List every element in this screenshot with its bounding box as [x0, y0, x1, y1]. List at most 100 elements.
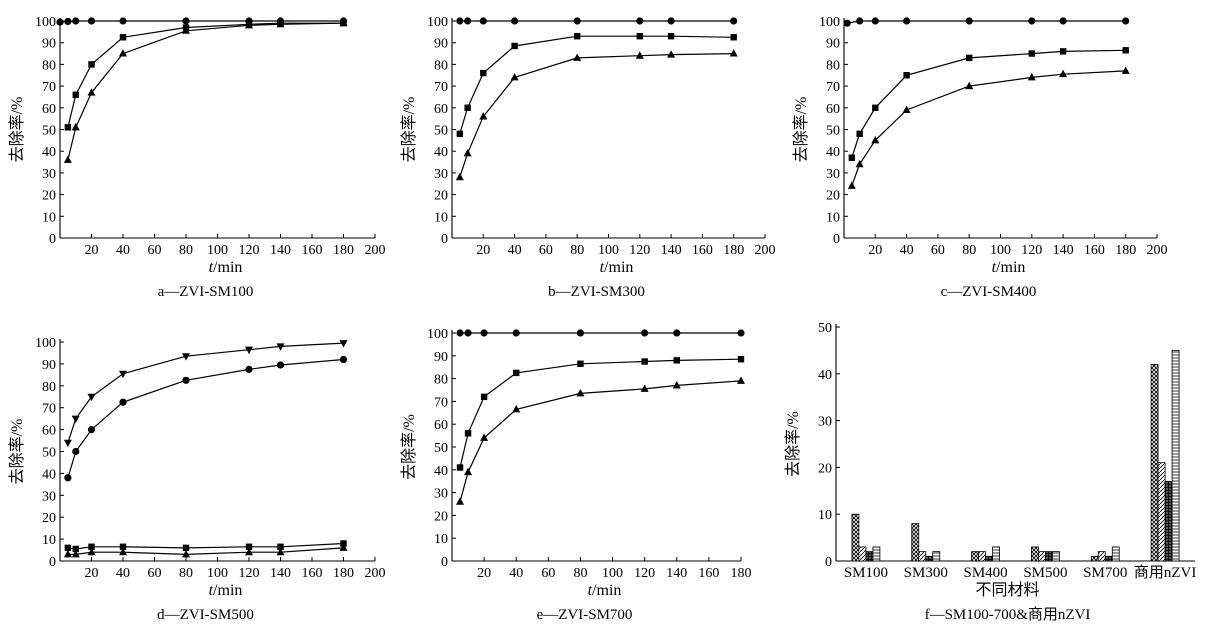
x-axis-label: t/min [600, 259, 634, 276]
data-point [672, 381, 681, 389]
x-tick-label: 200 [365, 243, 386, 258]
x-tick-label: 20 [476, 243, 490, 258]
x-tick-label: 180 [731, 566, 752, 581]
data-point [667, 50, 676, 58]
bar [1171, 349, 1180, 562]
data-point [119, 370, 127, 379]
bar [1090, 555, 1099, 562]
data-point [119, 398, 127, 406]
x-axis-label-unit: /min [213, 582, 242, 599]
data-point [276, 361, 285, 369]
data-point [576, 389, 585, 397]
x-tick-label: 80 [962, 243, 976, 258]
bar [851, 513, 860, 562]
data-point [245, 547, 253, 556]
bar [925, 555, 934, 562]
bar [932, 551, 941, 562]
y-tick-label: 30 [818, 415, 832, 430]
data-point [64, 17, 72, 26]
panel-caption: c—ZVI-SM400 [941, 284, 1037, 300]
data-point [667, 17, 675, 25]
data-point [737, 329, 745, 337]
data-point [737, 356, 745, 363]
bar [1164, 481, 1173, 562]
data-point [843, 19, 851, 27]
x-tick-label: 140 [270, 566, 291, 581]
bar [1111, 546, 1120, 562]
series-line [67, 358, 344, 478]
x-axis-label: t/min [992, 259, 1026, 276]
data-point [276, 19, 285, 28]
y-tick-label: 80 [434, 373, 448, 388]
data-point [339, 18, 348, 27]
series-line [59, 20, 344, 23]
bar [1097, 551, 1106, 562]
category-label: SM100 [844, 565, 888, 581]
data-point [72, 545, 79, 553]
y-tick-label: 70 [42, 80, 56, 95]
data-point [72, 447, 80, 456]
data-point [965, 17, 973, 25]
y-axis-label: 去除率/% [400, 414, 418, 480]
data-point [737, 376, 745, 384]
category-label: SM700 [1083, 565, 1127, 581]
y-tick-label: 50 [434, 124, 448, 139]
data-point [63, 439, 72, 448]
category-label: SM300 [904, 565, 948, 581]
data-point [245, 346, 253, 355]
data-point [87, 88, 96, 96]
x-tick-label: 140 [666, 566, 687, 581]
series-line [459, 358, 742, 468]
series-circle [456, 329, 745, 337]
y-tick-label: 80 [434, 58, 448, 73]
y-tick-label: 80 [42, 380, 56, 395]
data-point [276, 343, 285, 351]
bar [1031, 546, 1039, 562]
data-point [902, 105, 911, 113]
y-tick-label: 20 [434, 509, 448, 524]
data-point [641, 329, 649, 337]
bar [1104, 555, 1113, 562]
x-tick-label: 20 [85, 566, 99, 581]
data-point [512, 329, 520, 337]
data-point [245, 365, 253, 373]
data-point [182, 353, 190, 361]
x-axis-label: 不同材料 [975, 581, 1039, 599]
x-tick-label: 140 [661, 243, 682, 258]
y-tick-label: 60 [42, 102, 56, 117]
y-tick-label: 10 [42, 533, 56, 548]
series-square [456, 356, 745, 471]
data-point [119, 547, 127, 556]
panel-caption: d—ZVI-SM500 [157, 607, 254, 623]
data-point [464, 467, 473, 476]
data-point [456, 17, 464, 25]
x-tick-label: 200 [1147, 243, 1168, 258]
data-point [1059, 69, 1068, 78]
x-tick-label: 40 [509, 566, 523, 581]
data-point [871, 135, 880, 144]
bar [1045, 551, 1053, 562]
y-tick-label: 40 [42, 145, 56, 160]
panel-caption: e—ZVI-SM700 [537, 607, 633, 623]
y-tick-label: 50 [42, 446, 56, 461]
data-point [641, 358, 648, 365]
x-axis-label-variable: t [209, 259, 214, 276]
x-tick-label: 180 [723, 243, 744, 258]
y-tick-label: 40 [434, 464, 448, 479]
data-point [510, 73, 519, 81]
x-axis-label-unit: /min [592, 582, 621, 599]
bar [985, 555, 993, 562]
data-point [512, 404, 521, 413]
y-tick-label: 20 [42, 511, 56, 526]
y-tick-label: 40 [42, 467, 56, 482]
series-line [851, 70, 1126, 187]
series-square [64, 19, 347, 131]
y-tick-label: 70 [826, 80, 840, 95]
data-point [1028, 50, 1035, 57]
data-point [576, 329, 585, 337]
data-point [182, 376, 190, 384]
x-axis-label-variable: t [992, 259, 997, 276]
data-point [276, 547, 285, 556]
data-point [464, 17, 472, 25]
